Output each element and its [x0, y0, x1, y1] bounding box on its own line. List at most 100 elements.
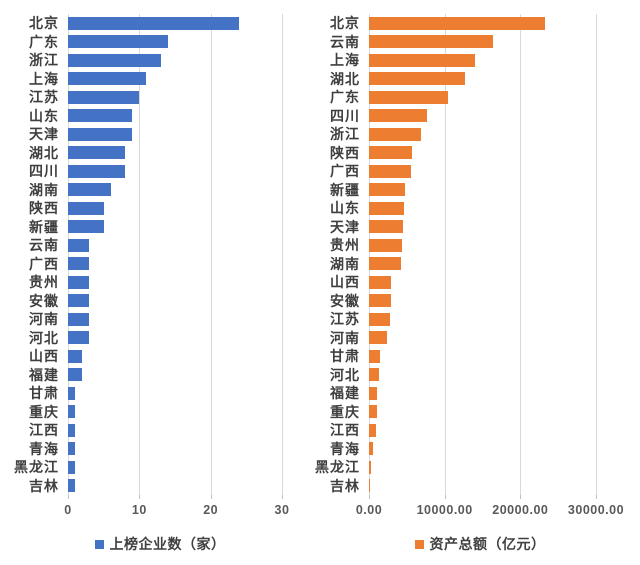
category-label: 青海	[29, 440, 59, 457]
category-label: 河南	[29, 311, 59, 327]
bar-陕西	[68, 201, 104, 215]
bar-福建	[68, 368, 83, 382]
x-axis-tick-label: 0	[64, 503, 72, 517]
bar-吉林	[68, 479, 76, 493]
bar-甘肃	[68, 386, 76, 400]
bar-河北	[369, 368, 380, 382]
bar-湖南	[369, 257, 401, 271]
category-label: 青海	[330, 440, 360, 457]
category-label: 吉林	[29, 477, 59, 494]
bar-云南	[369, 35, 494, 49]
bar-河南	[369, 331, 388, 345]
category-label: 江苏	[29, 89, 59, 105]
category-label: 安徽	[330, 292, 360, 309]
bar-贵州	[369, 238, 403, 252]
bar-青海	[369, 442, 373, 456]
category-label: 江苏	[330, 311, 360, 327]
x-axis-tick-label: 20	[203, 503, 219, 517]
category-label: 天津	[29, 126, 59, 142]
x-axis-tickmark	[369, 495, 370, 499]
bar-黑龙江	[369, 460, 372, 474]
category-label: 贵州	[330, 237, 360, 253]
legend-label-listed-companies: 上榜企业数（家）	[109, 536, 226, 552]
bar-湖南	[68, 183, 111, 197]
bar-湖北	[68, 146, 126, 160]
category-label: 河北	[29, 329, 59, 346]
bar-湖北	[369, 72, 466, 86]
category-label: 陕西	[330, 144, 360, 161]
category-label: 浙江	[330, 126, 360, 142]
category-label: 北京	[330, 15, 360, 31]
bar-河北	[68, 331, 90, 345]
x-axis-tickmark	[139, 495, 141, 499]
x-axis-tickmark	[444, 495, 446, 499]
category-label: 山西	[330, 274, 360, 290]
category-label: 河北	[330, 366, 360, 383]
category-label: 陕西	[29, 200, 59, 216]
x-axis-tick-label: 30	[274, 503, 290, 517]
category-label: 山东	[29, 107, 59, 124]
bar-吉林	[369, 479, 371, 493]
category-label: 广东	[29, 33, 59, 50]
x-axis-tick-label: 10	[131, 503, 147, 517]
category-label: 上海	[29, 70, 59, 87]
category-label: 山东	[330, 200, 360, 216]
gridline	[369, 14, 370, 495]
bar-山东	[68, 109, 133, 123]
x-axis-tickmark	[210, 495, 212, 499]
bar-山东	[369, 201, 405, 215]
gridline	[596, 14, 597, 495]
bar-江苏	[68, 90, 140, 104]
category-label: 天津	[330, 218, 360, 235]
legend-swatch-orange	[414, 539, 424, 549]
x-axis-tick-label: 0.00	[355, 503, 383, 517]
category-label: 贵州	[29, 274, 59, 290]
category-label: 甘肃	[29, 385, 59, 401]
category-label: 江西	[330, 422, 360, 438]
category-label: 新疆	[29, 218, 59, 235]
category-label: 山西	[29, 348, 59, 364]
category-label: 湖北	[330, 70, 360, 87]
category-label: 四川	[29, 163, 59, 179]
bar-安徽	[68, 294, 90, 308]
legend-total-assets: 资产总额（亿元）	[320, 535, 640, 553]
bar-浙江	[68, 53, 161, 67]
bar-云南	[68, 238, 90, 252]
category-label: 湖北	[29, 144, 59, 161]
category-label: 福建	[330, 385, 360, 401]
bar-上海	[369, 53, 475, 67]
x-axis-tickmark	[596, 495, 597, 499]
gridline	[210, 14, 212, 495]
category-label: 湖南	[29, 181, 59, 198]
x-axis-tickmark	[520, 495, 522, 499]
bar-山西	[369, 275, 392, 289]
bar-北京	[369, 16, 546, 30]
x-axis-tick-label: 30000.00	[567, 503, 625, 517]
category-label: 广东	[330, 89, 360, 105]
bar-河南	[68, 312, 90, 326]
bar-安徽	[369, 294, 391, 308]
bar-重庆	[68, 405, 76, 419]
category-label: 云南	[29, 237, 59, 253]
bar-黑龙江	[68, 460, 76, 474]
x-axis-tickmark	[68, 495, 69, 499]
bar-四川	[68, 164, 126, 178]
bar-福建	[369, 386, 378, 400]
category-label: 重庆	[29, 403, 59, 420]
bar-广西	[68, 257, 90, 271]
gridline	[444, 14, 446, 495]
category-label: 安徽	[29, 292, 59, 309]
x-axis-tickmark	[282, 495, 283, 499]
legend-swatch-blue	[94, 539, 104, 549]
category-label: 上海	[330, 52, 360, 68]
gridline	[139, 14, 141, 495]
category-label: 河南	[330, 329, 360, 346]
category-label: 北京	[29, 15, 59, 31]
listed-companies-bar-chart: 上榜企业数（家） 0 10 20 30 北京 广东 浙江 上海 江苏 山东 天津 湖北 四川 湖南 陕西 新疆…	[14, 14, 289, 552]
gridline	[520, 14, 522, 495]
x-axis-tick-label: 10000.00	[416, 503, 473, 517]
bar-浙江	[369, 127, 422, 141]
bar-广西	[369, 164, 411, 178]
category-label: 四川	[330, 107, 360, 124]
